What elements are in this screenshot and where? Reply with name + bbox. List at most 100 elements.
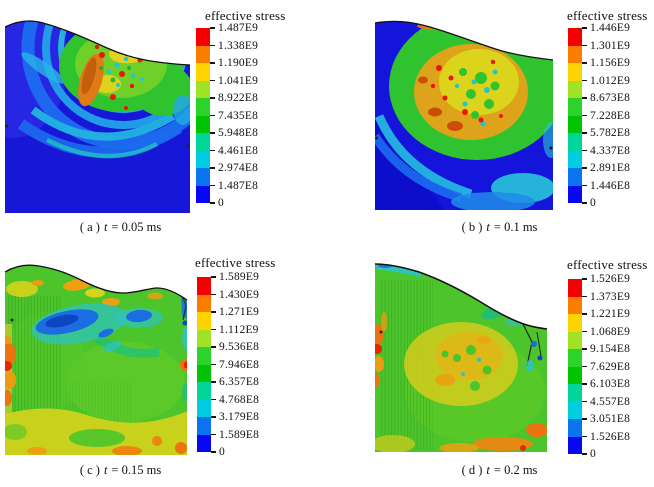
tick-label: 1.373E9	[590, 290, 631, 303]
tick-label: 2.891E8	[590, 162, 631, 174]
colorbar-segment	[197, 434, 211, 452]
tick-mark-icon	[211, 276, 216, 278]
colorbar-segment	[568, 279, 582, 297]
tick-label: 1.041E9	[218, 74, 259, 87]
colorbar-segment	[196, 98, 210, 116]
legend-title-d: effective stress	[567, 257, 648, 272]
caption-d: ( d ) t = 0.2 ms	[407, 463, 592, 478]
panel-c-contour	[5, 262, 190, 455]
panel-d-contour	[375, 262, 553, 452]
tick-label: 5.948E8	[218, 127, 259, 139]
colorbar-segment	[196, 28, 210, 46]
contour-plot-a	[5, 20, 190, 213]
tick-label: 1.012E9	[590, 74, 631, 87]
colorbar-segment	[197, 312, 211, 330]
contour-plot-b	[375, 20, 553, 210]
colorbar-segment	[197, 294, 211, 312]
tick-mark-icon	[582, 435, 587, 438]
legend-title-a: effective stress	[205, 8, 286, 23]
tick-mark-icon	[210, 149, 215, 152]
tick-mark-icon	[582, 79, 587, 82]
panel-b-contour	[375, 20, 553, 210]
tick-label: 1.271E9	[219, 306, 260, 318]
caption-value: = 0.15 ms	[111, 463, 162, 477]
colorbar-segment	[568, 419, 582, 437]
tick-mark-icon	[582, 418, 587, 420]
tick-mark-icon	[582, 27, 587, 29]
colorbar-segment	[197, 329, 211, 347]
contour-plot-c	[5, 264, 188, 455]
colorbar-segment	[196, 63, 210, 81]
tick-label: 1.221E9	[590, 308, 631, 320]
tick-label: 1.156E9	[590, 57, 631, 69]
caption-value: = 0.05 ms	[111, 220, 162, 234]
colorbar-segment	[568, 80, 582, 98]
colorbar-segment	[568, 63, 582, 81]
tick-mark-icon	[582, 295, 587, 298]
tick-label: 1.526E9	[590, 273, 631, 285]
tick-mark-icon	[582, 453, 587, 455]
tick-mark-icon	[211, 311, 216, 313]
colorbar-segment	[197, 347, 211, 365]
colorbar-segment	[568, 436, 582, 454]
tick-label: 1.190E9	[218, 57, 259, 69]
tick-mark-icon	[211, 398, 216, 401]
colorbar-segment	[568, 331, 582, 349]
colorbar-segment	[197, 277, 211, 295]
tick-mark-icon	[210, 44, 215, 47]
tick-mark-icon	[582, 114, 587, 117]
colorbar-segment	[568, 296, 582, 314]
colorbar-segment	[568, 314, 582, 332]
tick-mark-icon	[582, 184, 587, 187]
tick-mark-icon	[211, 381, 216, 383]
colorbar-row-c: 1.589E9 1.430E9 1.271E9 1.112E9 9.536E8 …	[197, 271, 276, 458]
tick-mark-icon	[210, 114, 215, 117]
tick-mark-icon	[582, 278, 587, 280]
tick-mark-icon	[210, 184, 215, 187]
caption-a: ( a ) t = 0.05 ms	[28, 220, 213, 235]
tick-mark-icon	[210, 79, 215, 82]
caption-b: ( b ) t = 0.1 ms	[407, 220, 592, 235]
tick-mark-icon	[210, 97, 215, 99]
legend-d: effective stress 1.526E9 1.373E9 1.221E9	[567, 257, 648, 460]
colorbar-segment	[568, 98, 582, 116]
colorbar-a	[196, 28, 210, 203]
tick-mark-icon	[582, 62, 587, 64]
tick-mark-icon	[210, 132, 215, 134]
tick-label: 1.446E9	[590, 22, 631, 34]
caption-variable: t	[103, 220, 108, 234]
colorbar-segment	[196, 150, 210, 168]
colorbar-segment	[568, 168, 582, 186]
tick-mark-icon	[582, 202, 587, 204]
tick-label: 7.629E8	[590, 360, 631, 373]
legend-a: effective stress 1.487E9 1.338E9 1.190E9	[196, 8, 286, 209]
colorbar-row-a: 1.487E9 1.338E9 1.190E9 1.041E9 8.922E8 …	[196, 22, 286, 209]
tick-label: 5.782E8	[590, 127, 631, 139]
legend-b: effective stress 1.446E9 1.301E9 1.156E9	[567, 8, 648, 209]
tick-mark-icon	[582, 383, 587, 385]
colorbar-segment	[568, 185, 582, 203]
tick-mark-icon	[582, 348, 587, 350]
tick-label: 0	[590, 448, 596, 460]
tick-mark-icon	[211, 293, 216, 296]
tick-label: 6.357E8	[219, 376, 260, 388]
tick-label: 9.154E8	[590, 343, 631, 355]
legend-c: effective stress 1.589E9 1.430E9 1.271E9	[195, 255, 276, 458]
colorbar-segment	[196, 133, 210, 151]
caption-index: ( a )	[79, 220, 100, 234]
colorbar-segment	[196, 185, 210, 203]
tick-mark-icon	[582, 149, 587, 152]
tick-label: 8.673E8	[590, 92, 631, 104]
colorbar-row-d: 1.526E9 1.373E9 1.221E9 1.068E9 9.154E8 …	[568, 273, 648, 460]
tick-label: 1.112E9	[219, 323, 259, 336]
tick-label: 1.487E9	[218, 22, 259, 34]
tick-mark-icon	[211, 416, 216, 418]
colorbar-segment	[196, 45, 210, 63]
colorbar-segment	[197, 399, 211, 417]
tick-label: 1.068E9	[590, 325, 631, 338]
tick-label: 7.435E8	[218, 109, 259, 122]
colorbar-segment	[568, 366, 582, 384]
tick-label: 1.338E9	[218, 39, 259, 52]
tick-label: 1.430E9	[219, 288, 260, 301]
